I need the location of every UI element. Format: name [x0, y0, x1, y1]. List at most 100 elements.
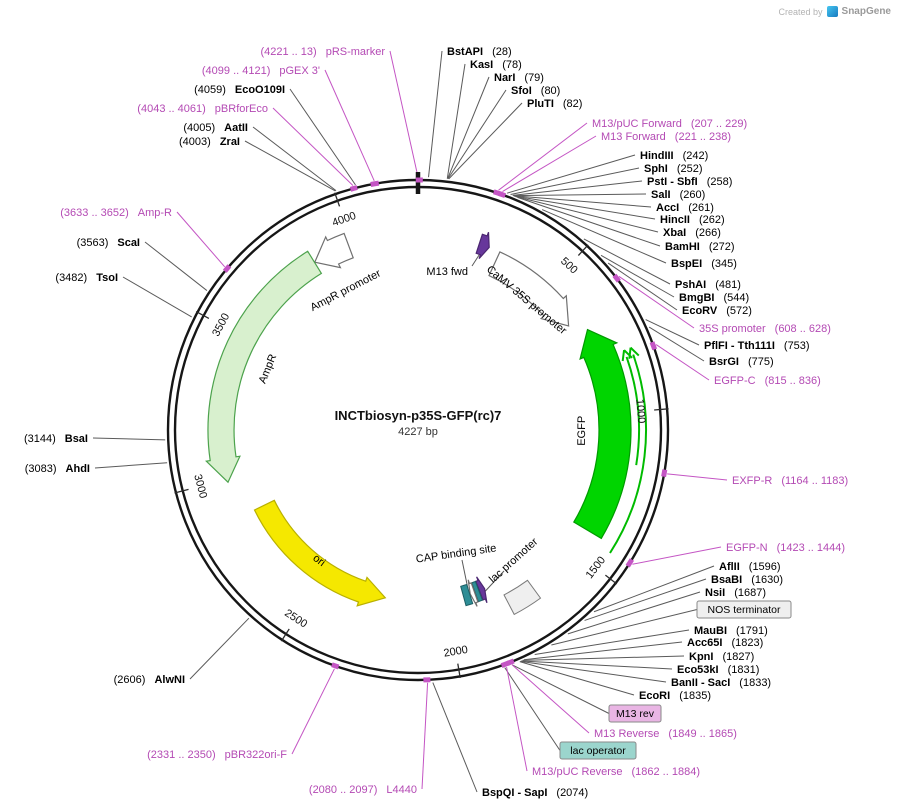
feature-ori[interactable] — [253, 499, 387, 607]
callout-eco53ki[interactable]: Eco53kI (1831) — [677, 664, 759, 676]
callout-aatii[interactable]: (4005) AatII — [183, 122, 248, 134]
callout-kpni[interactable]: KpnI (1827) — [689, 651, 754, 663]
callout-m13-reverse[interactable]: M13 Reverse (1849 .. 1865) — [594, 728, 737, 740]
callout-nos-terminator[interactable]: NOS terminator — [708, 604, 781, 616]
callout-lac-operator[interactable]: lac operator — [570, 745, 626, 757]
tick-mark — [457, 663, 461, 679]
callout-aflii[interactable]: AflII (1596) — [719, 561, 781, 573]
callout-bstapi[interactable]: BstAPI (28) — [447, 46, 512, 58]
callout-maubi[interactable]: MauBI (1791) — [694, 625, 768, 637]
callout-bsabi[interactable]: BsaBI (1630) — [711, 574, 783, 586]
leader-line — [272, 107, 354, 186]
callout-sfoi[interactable]: SfoI (80) — [511, 85, 560, 97]
leader-line — [291, 668, 335, 755]
callout-scai[interactable]: (3563) ScaI — [77, 237, 140, 249]
callout-ecoo109i[interactable]: (4059) EcoO109I — [194, 84, 285, 96]
feature-egfp-orf-arc-1[interactable] — [625, 356, 641, 466]
callout-bsai[interactable]: (3144) BsaI — [24, 433, 88, 445]
feature-m13-fwd[interactable] — [475, 231, 490, 260]
callout-pluti[interactable]: PluTI (82) — [527, 98, 582, 110]
backbone-circle-outer — [166, 178, 670, 682]
callout-bamhi[interactable]: BamHI (272) — [665, 241, 735, 253]
callout-acci[interactable]: AccI (261) — [656, 202, 714, 214]
leader-line — [600, 254, 675, 298]
leader-line — [244, 140, 336, 192]
leader-line — [504, 667, 561, 751]
callout-psti-sbfi[interactable]: PstI - SbfI (258) — [647, 176, 732, 188]
callout-m13-rev-box[interactable] — [608, 704, 662, 723]
callout-prs-marker[interactable]: (4221 .. 13) pRS-marker — [260, 46, 385, 58]
feature-camv-35s-promoter[interactable] — [488, 251, 570, 327]
feature-label-ori[interactable]: ori — [310, 552, 327, 569]
leader-line — [567, 591, 701, 635]
callout-bmgbi[interactable]: BmgBI (544) — [679, 292, 749, 304]
callout-pbr322ori-f[interactable]: (2331 .. 2350) pBR322ori-F — [147, 749, 287, 761]
callout-pbrforeco[interactable]: (4043 .. 4061) pBRforEco — [137, 103, 268, 115]
feature-egfp-orf-arc-2[interactable] — [609, 354, 647, 554]
feature-label-cap-binding-site[interactable]: CAP binding site — [415, 542, 497, 565]
tick-label-500: 500 — [558, 255, 580, 276]
feature-egfp-orf-arc-2-arrowhead — [629, 346, 640, 357]
feature-nos-terminator[interactable] — [503, 579, 542, 616]
callout-nos-terminator-box[interactable] — [696, 600, 792, 619]
tick-mark — [604, 574, 618, 585]
tick-label-2500: 2500 — [282, 607, 309, 630]
callout-m13-puc-reverse[interactable]: M13/pUC Reverse (1862 .. 1884) — [532, 766, 700, 778]
callout-ecorv[interactable]: EcoRV (572) — [682, 305, 752, 317]
callout-tsoi[interactable]: (3482) TsoI — [55, 272, 118, 284]
feature-egfp[interactable] — [572, 328, 632, 540]
feature-m13-rev[interactable] — [475, 576, 488, 604]
feature-ampr[interactable] — [205, 250, 323, 484]
callout-bsrgi[interactable]: BsrGI (775) — [709, 356, 774, 368]
leader-line — [521, 660, 673, 670]
feature-label-ampr[interactable]: AmpR — [257, 353, 280, 386]
leader-line — [502, 135, 597, 192]
leader-line — [517, 196, 661, 247]
callout-35s-promoter[interactable]: 35S promoter (608 .. 628) — [699, 323, 831, 335]
callout-alwni[interactable]: (2606) AlwNI — [114, 674, 185, 686]
feature-label-egfp[interactable]: EGFP — [576, 416, 588, 446]
callout-acc65i[interactable]: Acc65I (1823) — [687, 637, 763, 649]
callout-pgex-3[interactable]: (4099 .. 4121) pGEX 3' — [202, 65, 320, 77]
callout-hincii[interactable]: HincII (262) — [660, 214, 725, 226]
leader-line — [189, 617, 250, 680]
callout-sphi[interactable]: SphI (252) — [644, 163, 703, 175]
callout-exfp-r[interactable]: EXFP-R (1164 .. 1183) — [732, 475, 848, 487]
callout-nari[interactable]: NarI (79) — [494, 72, 544, 84]
callout-pshai[interactable]: PshAI (481) — [675, 279, 741, 291]
callout-amp-r[interactable]: (3633 .. 3652) Amp-R — [60, 207, 172, 219]
feature-ampr-promoter[interactable] — [313, 232, 354, 269]
callout-ahdi[interactable]: (3083) AhdI — [25, 463, 90, 475]
tick-mark — [280, 628, 290, 642]
callout-zrai[interactable]: (4003) ZraI — [179, 136, 240, 148]
callout-m13-puc-forward[interactable]: M13/pUC Forward (207 .. 229) — [592, 118, 747, 130]
feature-label-m13-fwd[interactable]: M13 fwd — [426, 266, 468, 278]
callout-egfp-n[interactable]: EGFP-N (1423 .. 1444) — [726, 542, 845, 554]
primer-mark — [331, 662, 340, 670]
callout-bspqi-sapi[interactable]: BspQI - SapI (2074) — [482, 787, 588, 799]
leader-line — [506, 154, 636, 194]
callout-lac-operator-box[interactable] — [559, 741, 637, 760]
callout-m13-forward[interactable]: M13 Forward (221 .. 238) — [601, 131, 731, 143]
primer-mark — [222, 264, 232, 273]
primer-mark — [661, 469, 668, 478]
callout-nsii[interactable]: NsiI (1687) — [705, 587, 766, 599]
callout-egfp-c[interactable]: EGFP-C (815 .. 836) — [714, 375, 821, 387]
feature-lac-promoter[interactable] — [467, 579, 479, 607]
callout-xbai[interactable]: XbaI (266) — [663, 227, 721, 239]
callout-bspei[interactable]: BspEI (345) — [671, 258, 737, 270]
callout-hindiii[interactable]: HindIII (242) — [640, 150, 708, 162]
callout-pflfi-tth111i[interactable]: PflFI - Tth111I (753) — [704, 340, 810, 352]
callout-l4440[interactable]: (2080 .. 2097) L4440 — [309, 784, 417, 796]
callout-kasi[interactable]: KasI (78) — [470, 59, 522, 71]
leader-line — [510, 167, 640, 196]
callout-banii-saci[interactable]: BanII - SacI (1833) — [671, 677, 771, 689]
callout-sali[interactable]: SalI (260) — [651, 189, 705, 201]
leader-line — [648, 326, 705, 362]
callout-m13-rev[interactable]: M13 rev — [616, 708, 655, 720]
leader-line — [522, 655, 685, 661]
callout-ecori[interactable]: EcoRI (1835) — [639, 690, 711, 702]
feature-cap-binding-site[interactable] — [460, 583, 474, 607]
